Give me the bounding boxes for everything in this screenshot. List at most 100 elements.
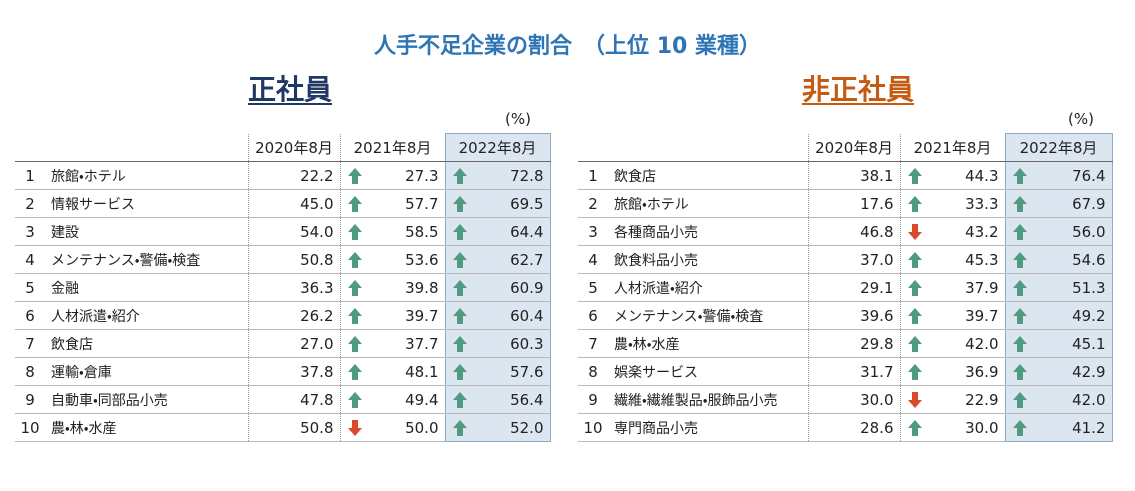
table-row: 3 各種商品小売 46.8 43.2 56.0 [578,217,1113,246]
value-cell: 22.2 [248,161,341,190]
up-arrow [907,279,922,296]
industry: 農・林・水産 [608,329,809,358]
value: 29.1 [860,278,894,297]
value-cell: 33.3 [900,189,1006,218]
value: 57.6 [510,362,544,381]
value: 30.0 [965,418,999,437]
value-wrap: 45.1 [1012,335,1106,353]
up-arrow [1012,307,1027,324]
table-heading: 非正社員 [802,73,915,106]
value: 29.8 [860,334,894,353]
value-cell: 37.0 [808,245,901,274]
value-cell: 29.8 [808,329,901,358]
up-arrow [907,419,922,436]
rank: 9 [578,385,608,414]
value-cell: 76.4 [1004,161,1113,190]
value: 60.4 [510,306,544,325]
value: 67.9 [1072,194,1106,213]
column-header: 2021年8月 [340,133,446,162]
value-wrap: 36.9 [907,363,999,381]
value: 42.0 [1072,390,1106,409]
value-cell: 62.7 [444,245,551,274]
value-wrap: 45.3 [907,251,999,269]
value: 43.2 [965,222,999,241]
industry: 自動車・同部品小売 [45,385,249,414]
up-arrow [452,223,467,240]
table-row: 1 旅館・ホテル 22.2 27.3 72.8 [15,161,551,190]
data-table: 2020年8月 2021年8月 2022年8月 1 旅館・ホテル 22.2 27.3 72.8… [15,133,551,442]
value-wrap: 56.0 [1012,223,1106,241]
down-arrow [347,419,362,436]
value: 17.6 [860,194,894,213]
value: 33.3 [965,194,999,213]
value: 51.3 [1072,278,1106,297]
rank: 5 [15,273,45,302]
up-arrow [907,363,922,380]
value-cell: 26.2 [248,301,341,330]
value-wrap: 33.3 [907,195,999,213]
value-wrap: 44.3 [907,167,999,185]
value-wrap: 56.4 [452,391,544,409]
value-cell: 28.6 [808,413,901,442]
value: 76.4 [1072,166,1106,185]
value-cell: 50.8 [248,245,341,274]
up-arrow [907,167,922,184]
up-arrow [1012,391,1027,408]
value: 50.0 [405,418,439,437]
data-table: 2020年8月 2021年8月 2022年8月 1 飲食店 38.1 44.3 76.4 2 旅館… [578,133,1113,442]
up-arrow [1012,223,1027,240]
rank: 1 [578,161,608,190]
value: 22.9 [965,390,999,409]
value: 62.7 [510,250,544,269]
rank: 4 [578,245,608,274]
value: 42.9 [1072,362,1106,381]
value-cell: 39.8 [340,273,446,302]
value-wrap: 50.0 [347,419,439,437]
value-cell: 64.4 [444,217,551,246]
table-row: 8 運輸・倉庫 37.8 48.1 57.6 [15,357,551,386]
value-wrap: 54.6 [1012,251,1106,269]
header-cell [608,133,809,162]
industry: 飲食店 [608,161,809,190]
industry: 人材派遣・紹介 [608,273,809,302]
value: 72.8 [510,166,544,185]
rank: 5 [578,273,608,302]
value-cell: 31.7 [808,357,901,386]
value-wrap: 60.4 [452,307,544,325]
value: 47.8 [300,390,334,409]
industry: 情報サービス [45,189,249,218]
rank: 3 [15,217,45,246]
value-cell: 45.3 [900,245,1006,274]
value-cell: 42.0 [1004,385,1113,414]
value-wrap: 42.0 [907,335,999,353]
value-cell: 46.8 [808,217,901,246]
up-arrow [452,307,467,324]
header-cell [578,133,608,162]
table-row: 5 金融 36.3 39.8 60.9 [15,273,551,302]
industry: 各種商品小売 [608,217,809,246]
table-row: 4 飲食料品小売 37.0 45.3 54.6 [578,245,1113,274]
value-cell: 41.2 [1004,413,1113,442]
unit-label: (%) [1068,110,1094,128]
value: 50.8 [300,418,334,437]
up-arrow [347,223,362,240]
value-cell: 60.3 [444,329,551,358]
value-cell: 57.6 [444,357,551,386]
up-arrow [907,251,922,268]
up-arrow [452,195,467,212]
value: 56.4 [510,390,544,409]
value-wrap: 37.7 [347,335,439,353]
header-cell [15,133,45,162]
value: 50.8 [300,250,334,269]
value: 30.0 [860,390,894,409]
down-arrow [907,391,922,408]
value: 37.0 [860,250,894,269]
value: 64.4 [510,222,544,241]
rank: 9 [15,385,45,414]
value: 36.9 [965,362,999,381]
value: 60.9 [510,278,544,297]
rank: 4 [15,245,45,274]
industry: 建設 [45,217,249,246]
value: 44.3 [965,166,999,185]
